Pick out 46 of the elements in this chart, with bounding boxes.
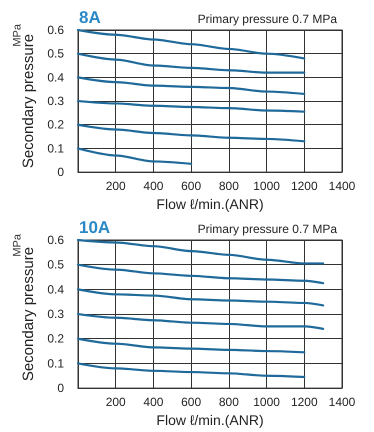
x-tick-label: 200 <box>106 179 126 194</box>
x-tick-label: 400 <box>143 395 164 410</box>
line-series <box>76 288 324 307</box>
x-tick-label: 1200 <box>290 395 318 410</box>
y-tick-label: 0 <box>57 381 64 396</box>
x-axis-title: Flow ℓ/min.(ANR) <box>156 196 264 212</box>
x-tick-label: 1000 <box>253 179 280 194</box>
y-tick-label: 0.1 <box>47 356 64 370</box>
chart-subtitle: Primary pressure 0.7 MPa <box>198 12 338 26</box>
chart-subtitle: Primary pressure 0.7 MPa <box>198 222 338 236</box>
x-tick-label: 800 <box>218 395 240 410</box>
x-tick-label: 1400 <box>328 395 356 410</box>
line-series <box>76 147 192 165</box>
y-tick-label: 0.4 <box>47 70 64 84</box>
line-series <box>76 28 306 60</box>
y-tick-label: 0.5 <box>47 46 64 61</box>
x-tick-label: 200 <box>106 395 126 410</box>
line-series <box>76 100 306 113</box>
y-tick-label: 0.2 <box>47 118 64 132</box>
x-tick-label: 600 <box>181 395 202 410</box>
line-series <box>76 338 306 354</box>
x-tick-label: 600 <box>181 179 202 194</box>
y-tick-label: 0.1 <box>47 141 64 156</box>
y-tick-label: 0.2 <box>47 332 64 346</box>
line-series <box>76 362 306 378</box>
x-tick-label: 1400 <box>328 179 356 194</box>
y-tick-label: 0.4 <box>47 282 64 296</box>
y-tick-label: 0.5 <box>47 258 64 272</box>
line-series <box>76 312 324 330</box>
line-series <box>76 124 306 142</box>
y-tick-label: 0.6 <box>47 23 64 37</box>
x-tick-label: 400 <box>143 179 164 194</box>
y-tick-label: 0.3 <box>47 307 64 322</box>
y-tick-label: 0.3 <box>47 94 64 108</box>
line-series <box>76 52 306 74</box>
x-tick-label: 1200 <box>290 179 318 194</box>
y-tick-label: 0.6 <box>47 233 64 247</box>
y-tick-label: 0 <box>57 165 64 180</box>
line-series <box>76 238 324 265</box>
x-tick-label: 1000 <box>253 395 280 410</box>
line-series <box>76 264 324 284</box>
x-axis-title: Flow ℓ/min.(ANR) <box>156 412 264 428</box>
chart-title: 10A <box>79 218 110 237</box>
line-series <box>76 76 306 96</box>
x-tick-label: 800 <box>218 179 240 194</box>
chart-title: 8A <box>79 8 101 27</box>
